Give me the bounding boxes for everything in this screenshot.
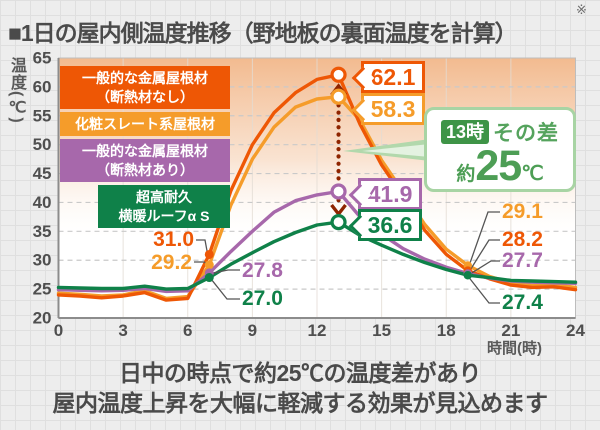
legend-yokodan-roof: 超高耐久 横暖ルーフα S	[98, 185, 230, 228]
footnote-asterisk: ※	[576, 2, 587, 17]
svg-text:60: 60	[33, 77, 52, 96]
legend-label-line2: 横暖ルーフα S	[118, 207, 210, 224]
svg-text:15: 15	[372, 321, 391, 340]
morning-value-metal-no-insulation: 31.0	[153, 228, 194, 251]
approx-prefix: 約	[456, 164, 476, 185]
summary-text: 日中の時点で約25℃の温度差があり 屋内温度上昇を大幅に軽減する効果が見込めます	[0, 358, 600, 418]
morning-value-metal-insulated: 27.8	[242, 259, 283, 282]
peak-value-text: 58.3	[370, 96, 416, 122]
legend-label-line2: （断熱材あり）	[96, 161, 194, 178]
legend-label-line1: 超高耐久	[136, 188, 192, 205]
summary-line1: 日中の時点で約25℃の温度差があり	[118, 360, 482, 386]
peak-value-metal-no-insulation: 62.1	[351, 61, 425, 93]
peak-value-text: 36.6	[367, 212, 413, 238]
y-axis-title: 温度(℃)	[8, 57, 25, 124]
evening-value-metal-no-insulation: 28.2	[502, 228, 543, 251]
svg-text:30: 30	[33, 251, 52, 270]
svg-text:65: 65	[33, 48, 52, 67]
svg-text:20: 20	[33, 308, 52, 327]
svg-text:50: 50	[33, 135, 52, 154]
peak-value-metal-insulated: 41.9	[348, 178, 422, 210]
legend-label-line1: 一般的な金属屋根材	[82, 69, 208, 86]
callout-value-row: 約 25 ℃	[427, 143, 573, 189]
svg-text:45: 45	[33, 164, 52, 183]
peak-value-slate: 58.3	[351, 93, 425, 125]
legend-slate-roof: 化粧スレート系屋根材	[60, 112, 230, 136]
legend-metal-no-insulation: 一般的な金属屋根材 （断熱材なし）	[60, 66, 230, 109]
evening-value-metal-insulated: 27.7	[502, 249, 543, 272]
svg-text:6: 6	[183, 321, 192, 340]
legend-label-line2: （断熱材なし）	[96, 88, 194, 105]
callout-header-row: 13時 その差	[427, 117, 573, 147]
svg-text:25: 25	[33, 280, 52, 299]
x-axis-title: 時間(時)	[487, 340, 542, 357]
summary-line2: 屋内温度上昇を大幅に軽減する効果が見込めます	[52, 390, 549, 416]
legend-metal-insulated: 一般的な金属屋根材 （断熱材あり）	[60, 139, 230, 182]
morning-value-yokodan: 27.0	[242, 287, 283, 310]
svg-text:35: 35	[33, 222, 52, 241]
svg-text:40: 40	[33, 193, 52, 212]
svg-text:12: 12	[308, 321, 327, 340]
svg-text:0: 0	[54, 321, 63, 340]
legend-label-line1: 一般的な金属屋根材	[82, 142, 208, 159]
svg-text:3: 3	[118, 321, 127, 340]
svg-text:24: 24	[566, 321, 585, 340]
temperature-difference-callout: 13時 その差 約 25 ℃	[424, 107, 576, 192]
chart-title: ■1日の屋内側温度推移（野地板の裏面温度を計算）	[8, 20, 518, 46]
evening-value-yokodan: 27.4	[502, 291, 543, 314]
peak-value-yokodan: 36.6	[348, 209, 422, 241]
morning-value-slate: 29.2	[151, 251, 192, 274]
difference-label: その差	[493, 122, 560, 145]
celsius-unit: ℃	[521, 163, 544, 185]
svg-text:9: 9	[248, 321, 257, 340]
svg-text:55: 55	[33, 106, 52, 125]
legend-label-line1: 化粧スレート系屋根材	[75, 115, 215, 132]
svg-text:21: 21	[501, 321, 520, 340]
peak-value-text: 62.1	[370, 64, 416, 90]
peak-value-text: 41.9	[367, 181, 413, 207]
svg-text:18: 18	[437, 321, 456, 340]
time-badge: 13時	[440, 120, 490, 144]
difference-value: 25	[475, 142, 522, 190]
evening-value-slate: 29.1	[502, 200, 543, 223]
